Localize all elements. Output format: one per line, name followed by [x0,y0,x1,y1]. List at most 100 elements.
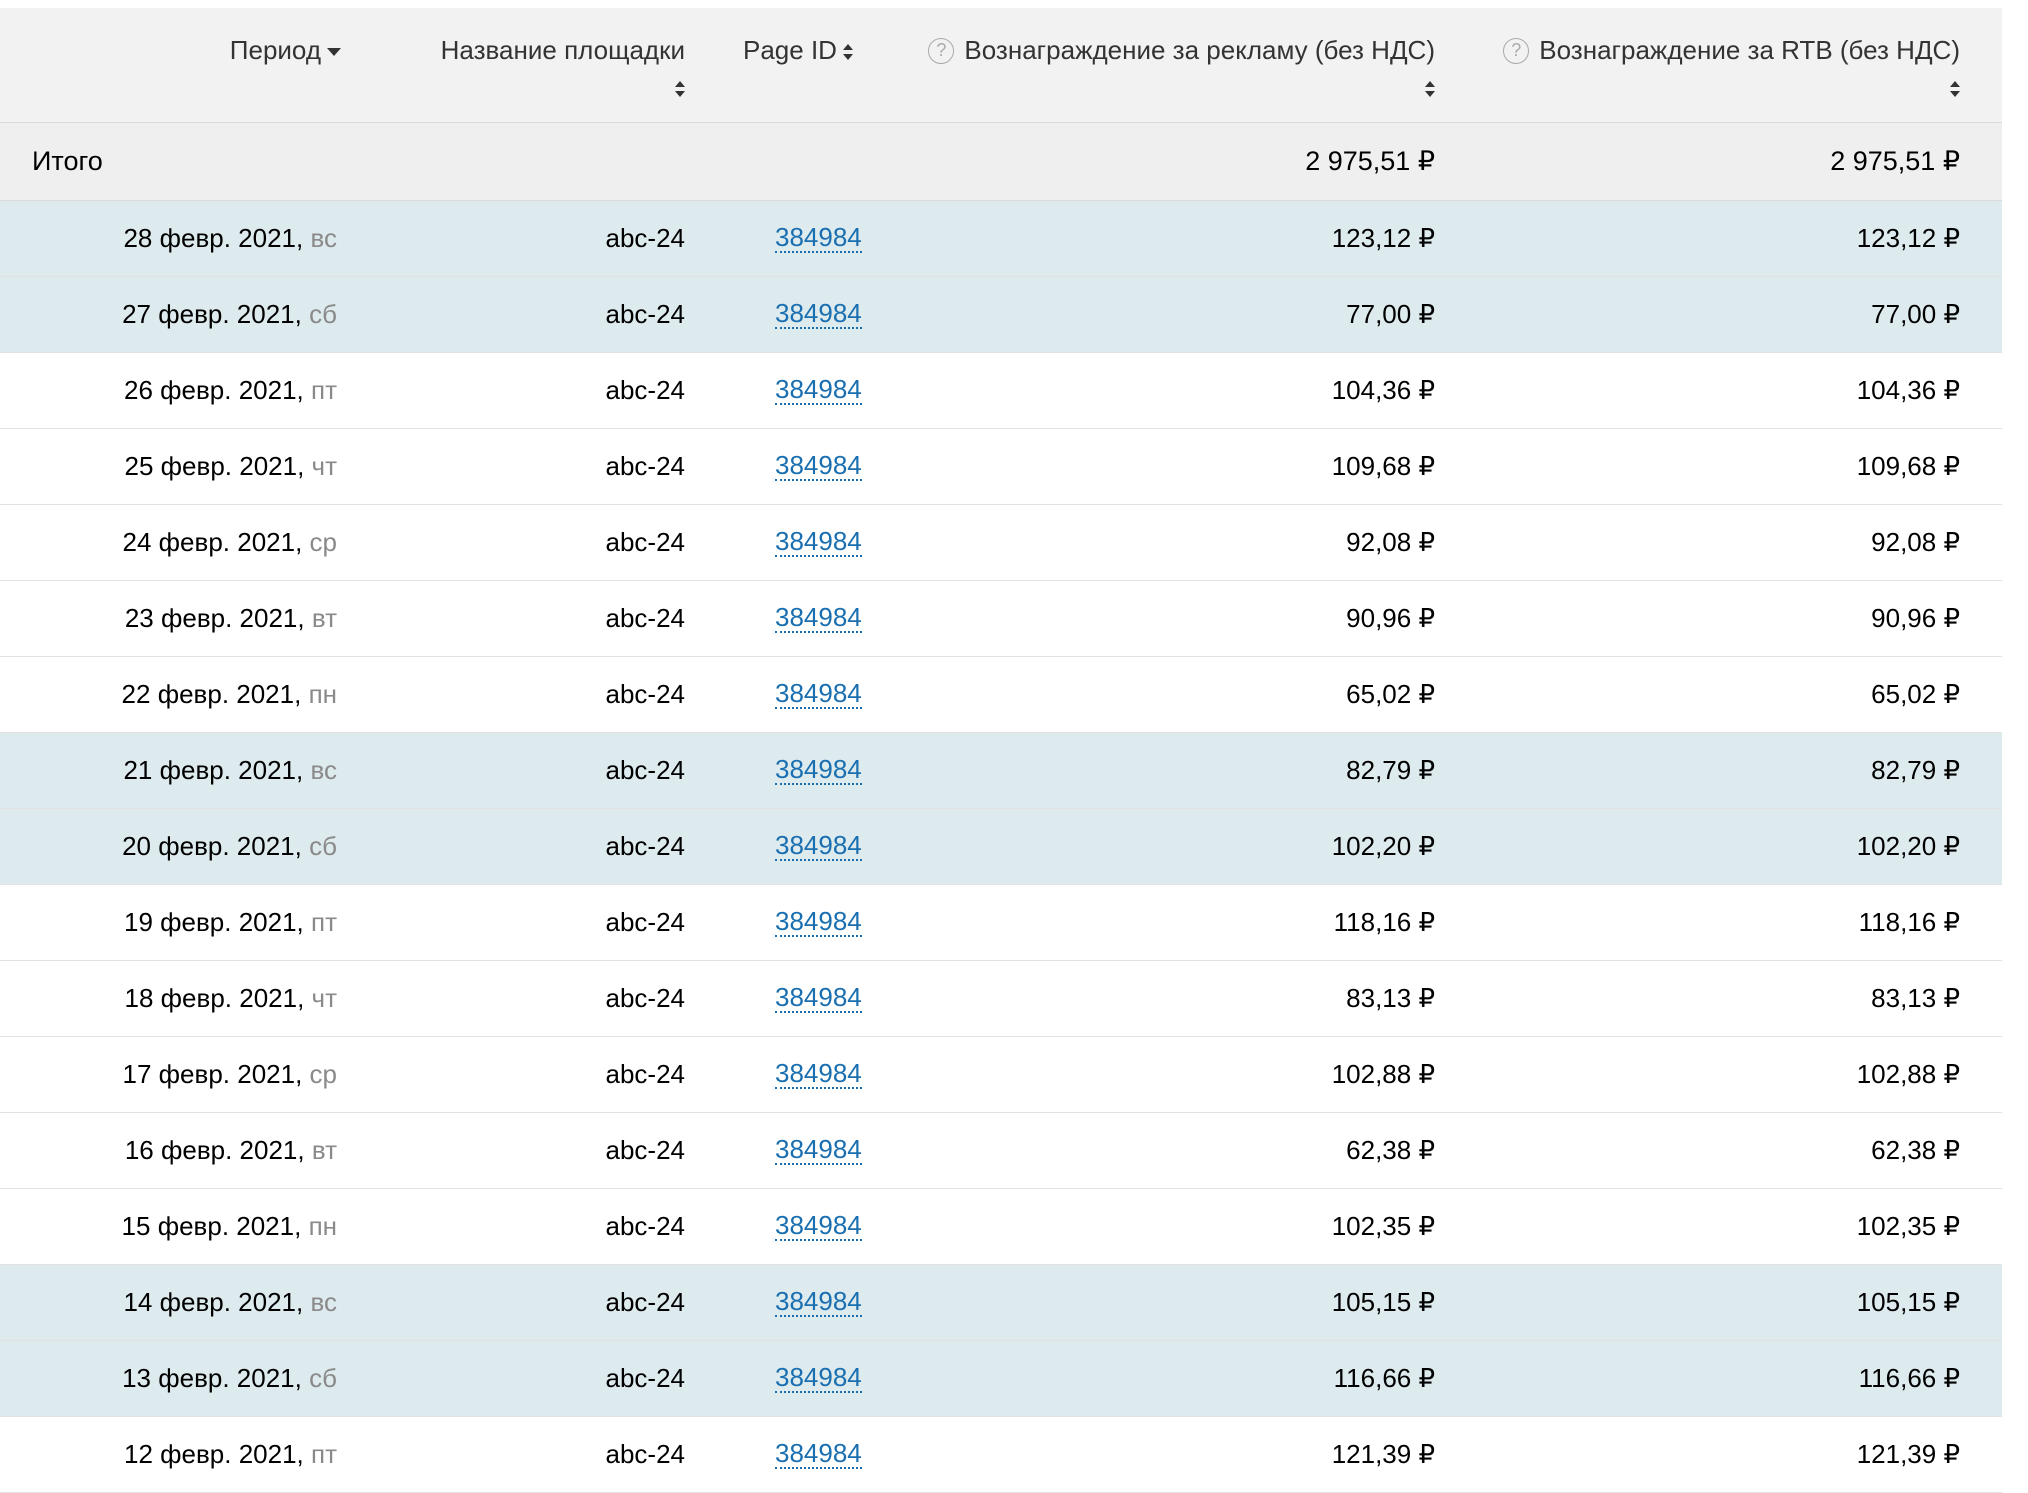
row-date: 27 февр. 2021, сб [122,277,337,352]
row-date: 17 февр. 2021, ср [123,1037,337,1112]
row-date: 15 февр. 2021, пн [122,1189,337,1264]
row-date-text: 13 февр. 2021, [122,1363,302,1393]
row-page-id: 384984 [775,1189,862,1264]
column-header-period[interactable]: Период [230,35,341,66]
row-day-of-week: ср [309,527,337,557]
column-header-rtb-reward-label: Вознаграждение за RTB (без НДС) [1539,35,1960,65]
table-row: 14 февр. 2021, вс abc-24 384984 105,15 ₽ 105… [0,1265,2002,1341]
page-id-link[interactable]: 384984 [775,1437,862,1470]
page-id-link[interactable]: 384984 [775,1285,862,1318]
page-id-link[interactable]: 384984 [775,677,862,710]
table-row: 23 февр. 2021, вт abc-24 384984 90,96 ₽ 90,9… [0,581,2002,657]
row-date-text: 23 февр. 2021, [124,603,305,633]
column-header-rtb-reward[interactable]: ? Вознаграждение за RTB (без НДС) [1503,35,1960,103]
row-rtb-reward: 102,35 ₽ [1856,1211,1960,1241]
total-ad-reward: 2 975,51 ₽ [1305,146,1435,176]
row-site-name: abc-24 [605,223,686,253]
row-site-name: abc-24 [605,527,686,557]
row-date-text: 15 февр. 2021, [121,1211,302,1241]
row-date-text: 22 февр. 2021, [121,679,302,709]
row-date-text: 24 февр. 2021, [122,527,303,557]
row-date-text: 19 февр. 2021, [123,907,304,937]
column-header-page-id[interactable]: Page ID [743,35,853,66]
row-date-text: 20 февр. 2021, [122,831,302,861]
row-date: 26 февр. 2021, пт [124,353,337,428]
page-id-link[interactable]: 384984 [775,905,862,938]
statistics-table: Период Название площадки Page ID ? Вознаг… [0,8,2002,1493]
table-row: 20 февр. 2021, сб abc-24 384984 102,20 ₽ 102… [0,809,2002,885]
table-row: 21 февр. 2021, вс abc-24 384984 82,79 ₽ 82,7… [0,733,2002,809]
page-id-link[interactable]: 384984 [775,525,862,558]
row-date-text: 27 февр. 2021, [122,299,302,329]
page-id-link[interactable]: 384984 [775,1361,862,1394]
row-page-id: 384984 [775,353,862,428]
page-id-link[interactable]: 384984 [775,601,862,634]
row-site-name: abc-24 [605,1287,686,1317]
row-page-id: 384984 [775,505,862,580]
row-ad-reward: 90,96 ₽ [1346,603,1435,633]
page-id-link[interactable]: 384984 [775,1209,862,1242]
row-rtb-reward: 116,66 ₽ [1858,1363,1960,1393]
page-id-link[interactable]: 384984 [775,829,862,862]
page-id-link[interactable]: 384984 [775,753,862,786]
row-day-of-week: пт [311,375,337,405]
row-ad-reward: 116,66 ₽ [1333,1363,1435,1393]
row-site-name: abc-24 [605,831,686,861]
row-day-of-week: вс [310,755,337,785]
page-id-link[interactable]: 384984 [775,1057,862,1090]
row-date-text: 18 февр. 2021, [124,983,305,1013]
row-site-name: abc-24 [605,679,686,709]
row-rtb-reward: 77,00 ₽ [1871,299,1960,329]
page-id-link[interactable]: 384984 [775,981,862,1014]
table-header: Период Название площадки Page ID ? Вознаг… [0,8,2002,123]
row-day-of-week: сб [309,831,337,861]
sort-icon [842,43,853,61]
row-page-id: 384984 [775,961,862,1036]
row-site-name: abc-24 [605,983,686,1013]
caret-down-icon [327,47,341,57]
page-id-link[interactable]: 384984 [775,221,862,254]
page-id-link[interactable]: 384984 [775,297,862,330]
row-date: 13 февр. 2021, сб [122,1341,337,1416]
row-page-id: 384984 [775,657,862,732]
column-header-site[interactable]: Название площадки [441,35,685,103]
row-rtb-reward: 102,88 ₽ [1856,1059,1960,1089]
row-day-of-week: пн [308,679,337,709]
total-rtb-reward: 2 975,51 ₽ [1830,146,1960,176]
page-id-link[interactable]: 384984 [775,373,862,406]
row-day-of-week: чт [311,983,337,1013]
row-site-name: abc-24 [605,375,686,405]
row-site-name: abc-24 [605,907,686,937]
column-header-ad-reward[interactable]: ? Вознаграждение за рекламу (без НДС) [928,35,1435,103]
row-date: 22 февр. 2021, пн [122,657,337,732]
sort-icon [1950,80,1960,98]
question-circle-icon[interactable]: ? [928,38,955,64]
row-site-name: abc-24 [605,1363,686,1393]
row-ad-reward: 121,39 ₽ [1331,1439,1435,1469]
table-row: 27 февр. 2021, сб abc-24 384984 77,00 ₽ 77,0… [0,277,2002,353]
table-row: 16 февр. 2021, вт abc-24 384984 62,38 ₽ 62,3… [0,1113,2002,1189]
row-page-id: 384984 [775,733,862,808]
row-ad-reward: 82,79 ₽ [1346,755,1435,785]
row-date: 24 февр. 2021, ср [123,505,337,580]
row-page-id: 384984 [775,885,862,960]
row-date-text: 16 февр. 2021, [124,1135,305,1165]
sort-icon [675,80,685,98]
page-id-link[interactable]: 384984 [775,1133,862,1166]
row-rtb-reward: 109,68 ₽ [1856,451,1960,481]
question-circle-icon[interactable]: ? [1503,38,1530,64]
row-ad-reward: 102,35 ₽ [1331,1211,1435,1241]
row-site-name: abc-24 [605,755,686,785]
row-rtb-reward: 123,12 ₽ [1856,223,1960,253]
row-page-id: 384984 [775,201,862,276]
row-date-text: 26 февр. 2021, [123,375,304,405]
row-day-of-week: вт [311,1135,337,1165]
row-page-id: 384984 [775,1341,862,1416]
row-site-name: abc-24 [605,1211,686,1241]
row-site-name: abc-24 [605,1135,686,1165]
row-page-id: 384984 [775,429,862,504]
sort-icon [1425,80,1435,98]
row-site-name: abc-24 [605,299,686,329]
page-id-link[interactable]: 384984 [775,449,862,482]
row-date: 25 февр. 2021, чт [125,429,337,504]
